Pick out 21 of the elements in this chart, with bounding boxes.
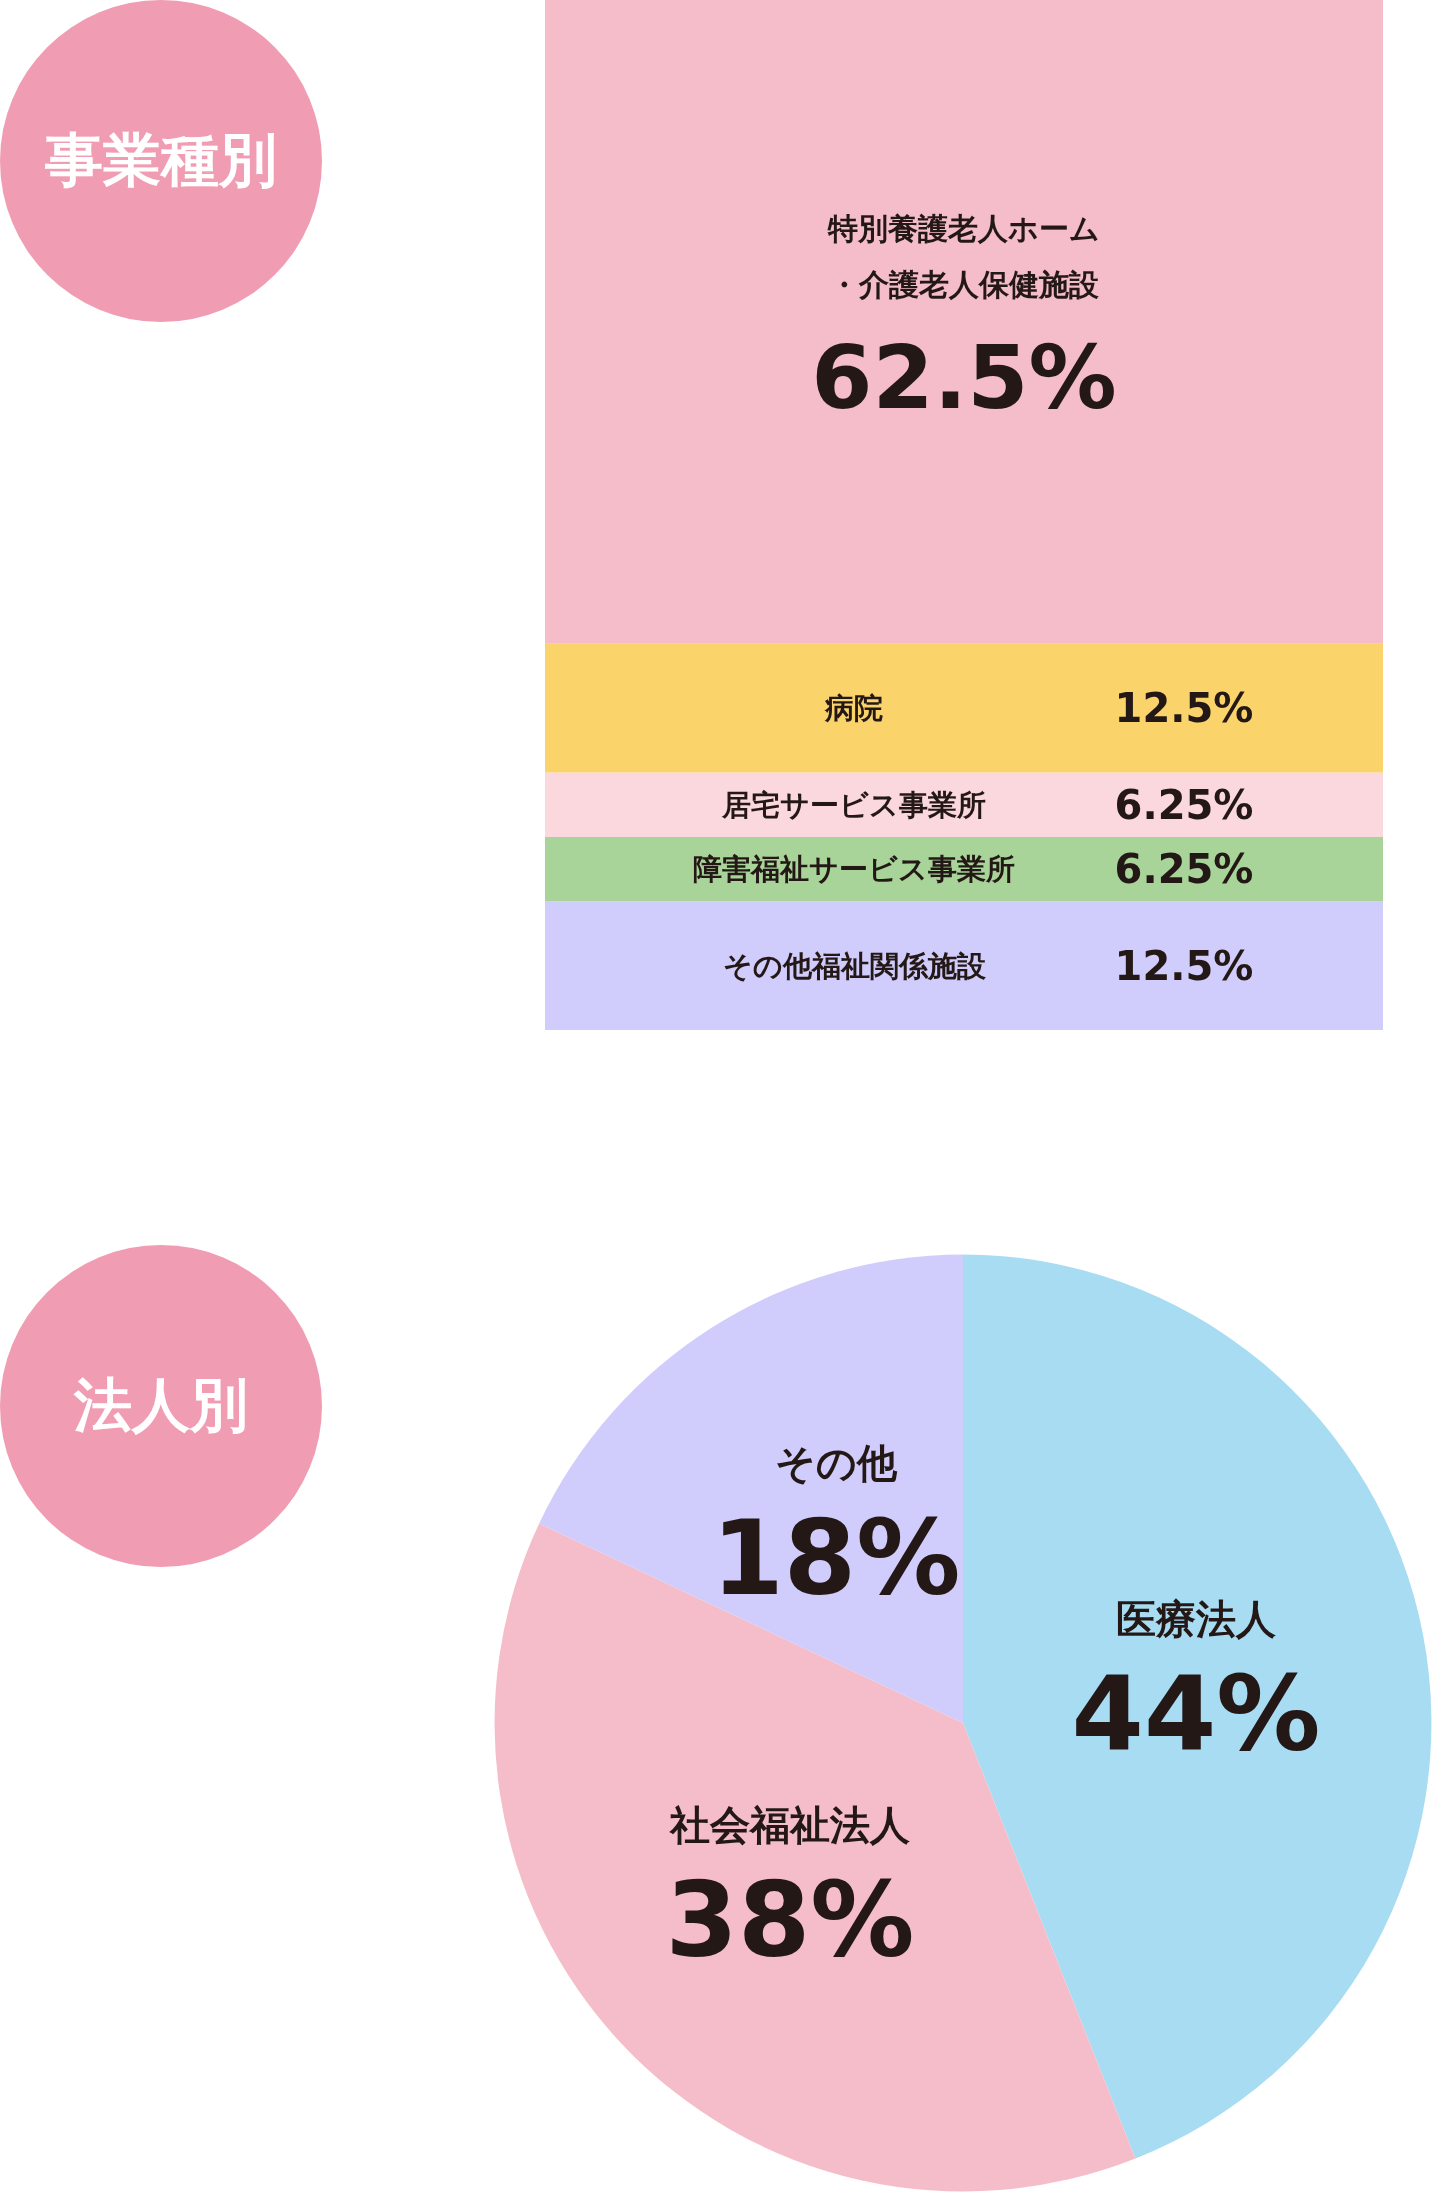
data-label: 18% bbox=[711, 1496, 961, 1619]
data-label: 12.5% bbox=[1114, 685, 1254, 732]
series-label: 居宅サービス事業所 bbox=[721, 787, 986, 822]
text: 事業種別 bbox=[45, 125, 277, 196]
series-label: 特別養護老人ホーム・介護老人保健施設 bbox=[827, 211, 1100, 303]
series-label: 病院 bbox=[824, 691, 883, 726]
data-label: 62.5% bbox=[811, 326, 1117, 430]
data-label: 6.25% bbox=[1114, 846, 1254, 893]
bar bbox=[545, 0, 1383, 644]
series-label: 障害福祉サービス事業所 bbox=[693, 852, 1015, 887]
data-label: 12.5% bbox=[1114, 942, 1254, 989]
slice-label: その他 bbox=[774, 1439, 898, 1486]
data-label: 38% bbox=[665, 1859, 915, 1982]
text: 法人別 bbox=[74, 1370, 248, 1441]
slice-label: 医療法人 bbox=[1116, 1595, 1278, 1642]
series-label: その他福祉関係施設 bbox=[722, 948, 986, 983]
bar bbox=[545, 901, 1383, 1030]
slice-label: 社会福祉法人 bbox=[669, 1802, 912, 1849]
data-label: 6.25% bbox=[1114, 781, 1254, 828]
data-label: 44% bbox=[1071, 1652, 1321, 1775]
bar bbox=[545, 643, 1383, 773]
